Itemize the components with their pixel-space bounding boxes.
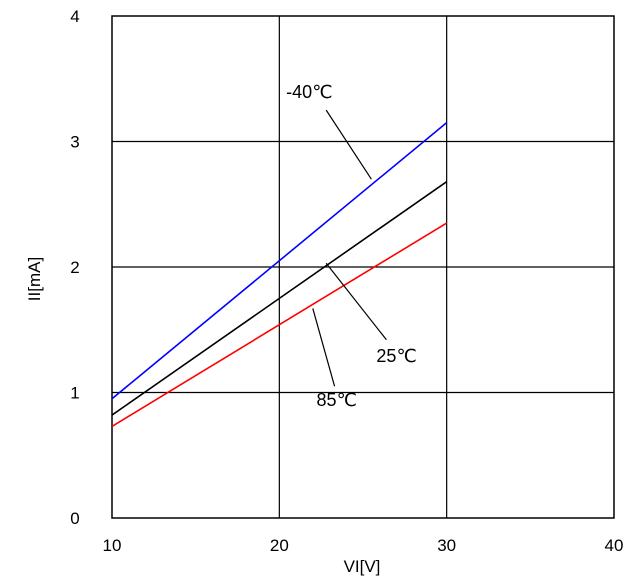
grid-lines xyxy=(112,16,614,518)
series-layer xyxy=(111,122,448,428)
y-axis-label: II[mA] xyxy=(25,257,44,301)
x-tick-label-2: 30 xyxy=(437,536,456,555)
x-axis-label: VI[V] xyxy=(344,557,381,576)
plot-frame xyxy=(111,15,615,519)
y-tick-label-4: 4 xyxy=(70,7,79,26)
annotation-label-1: 25℃ xyxy=(376,346,416,366)
x-tick-label-0: 10 xyxy=(103,536,122,555)
y-tick-label-1: 1 xyxy=(70,384,79,403)
y-tick-label-2: 2 xyxy=(70,258,79,277)
annotation-leader-2 xyxy=(312,308,336,387)
annotation-leader-0 xyxy=(325,109,372,180)
y-tick-label-0: 0 xyxy=(70,509,79,528)
x-tick-label-3: 40 xyxy=(605,536,624,555)
series-line-2 xyxy=(111,222,448,428)
series-line-0 xyxy=(111,122,448,400)
annotation-leader-1 xyxy=(325,262,387,341)
tick-labels: 10 20 30 40 0 1 2 3 4 xyxy=(70,7,623,555)
annotation-label-2: 85℃ xyxy=(317,390,357,410)
x-tick-label-1: 20 xyxy=(270,536,289,555)
annotation-layer: -40℃ 25℃ 85℃ xyxy=(286,82,416,410)
y-tick-label-3: 3 xyxy=(70,133,79,152)
series-line-1 xyxy=(111,181,448,416)
annotation-label-0: -40℃ xyxy=(286,82,332,102)
